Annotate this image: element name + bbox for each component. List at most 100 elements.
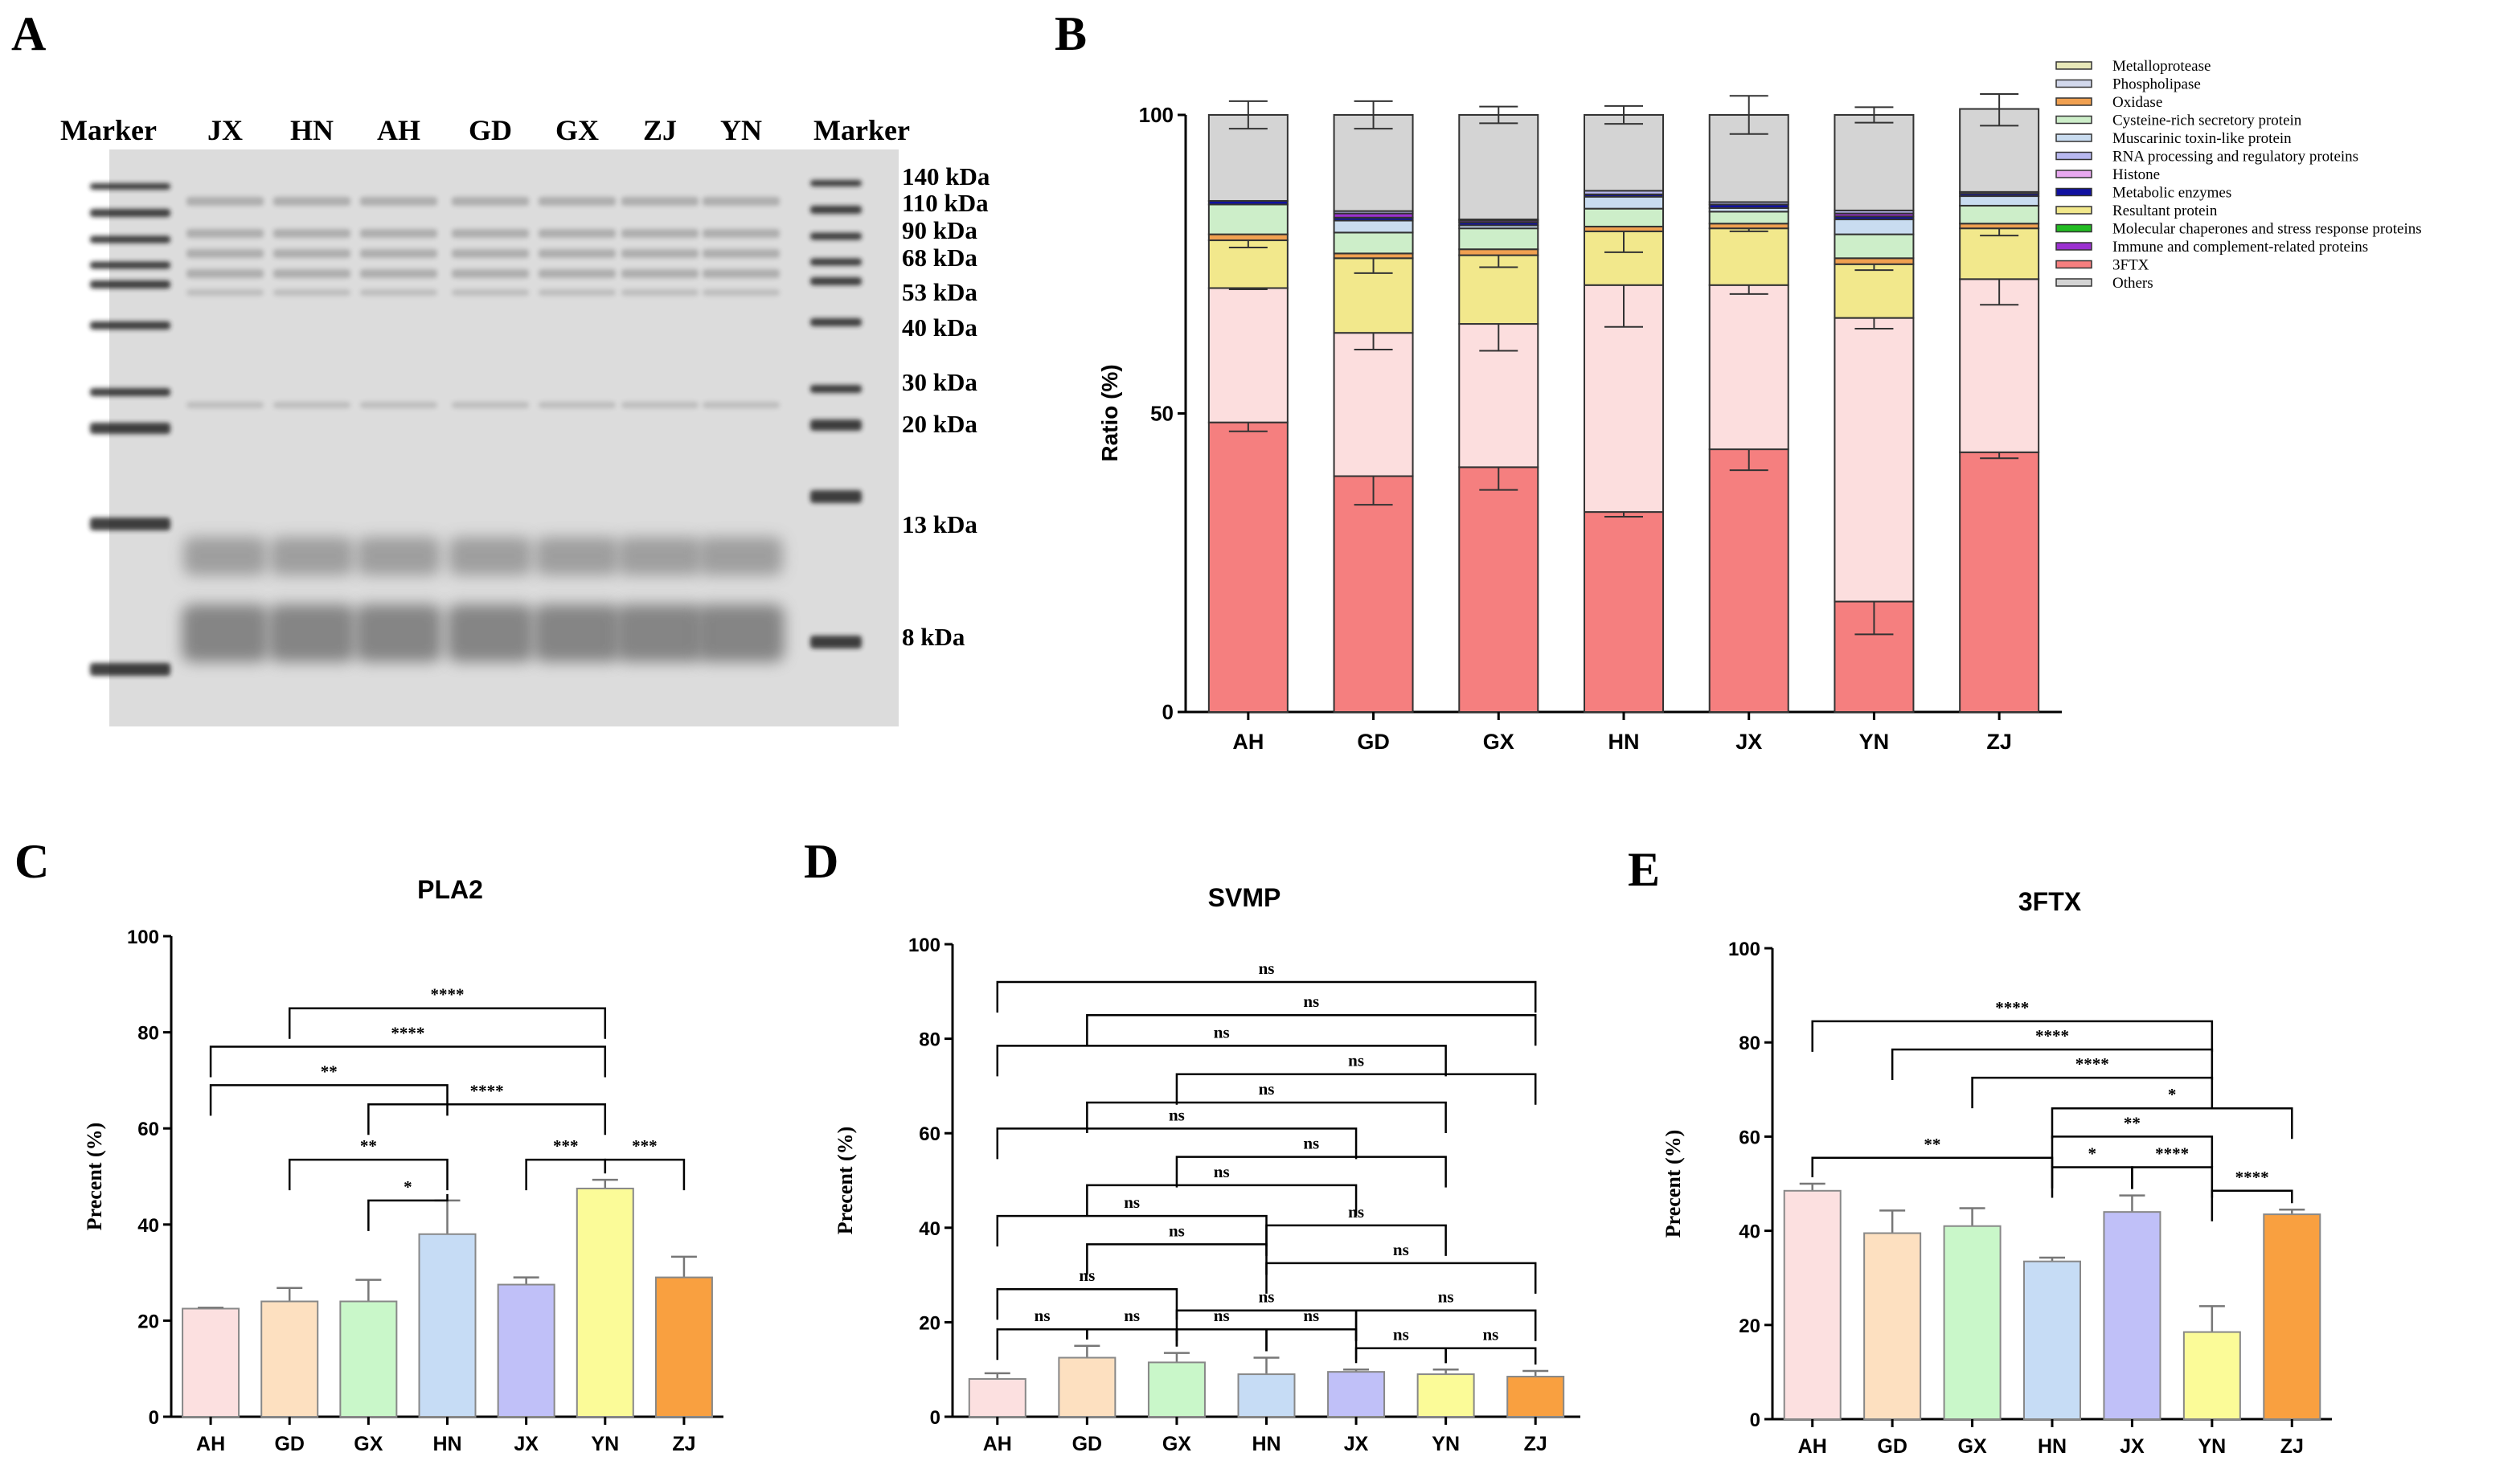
significance-label: ns [1124,1306,1140,1325]
significance-bracket [1175,1073,1537,1105]
stack-segment [1584,114,1664,192]
gel-sample-band [186,197,264,206]
y-axis-label: Precent (%) [834,1127,857,1235]
significance-bracket [996,1214,1268,1247]
stack-segment [1959,195,2040,207]
3ftx-bar-chart: 0 20 40 60 80 100 3FTX Precent (%) AH GD GX HN JX YN Z… [1662,887,2332,1458]
gel-sample-band [182,604,268,662]
significance-label: ** [321,1062,338,1081]
stacked-ratio-chart: 0 50 100 Ratio (%) AH GD GX HN JX YN ZJ [1097,92,2062,754]
gel-sample-band [273,197,350,206]
y-axis-label: Precent (%) [83,1123,106,1231]
legend-swatch [2055,187,2092,197]
significance-bracket [1265,1328,1358,1360]
significance-bracket [1086,1101,1447,1133]
pla2-bar-chart: 0 20 40 60 80 100 PLA2 Precent (%) AH GD GX HN JX YN Z… [83,875,723,1455]
x-tick-label: JX [2120,1435,2145,1458]
svmp-bar-chart: 0 20 40 60 80 100 SVMP Precent (%) AH GD GX HN JX YN Z… [834,883,1580,1455]
legend-swatch [2055,61,2092,70]
stack-segment [1458,114,1539,221]
significance-label: ns [1303,992,1319,1011]
gel-sample-band [699,537,783,575]
significance-bracket [209,1084,449,1116]
stack-segment [1333,219,1414,234]
x-tick-label: JX [1735,730,1762,754]
x-tick-label: JX [1344,1433,1369,1455]
significance-label: **** [2035,1026,2069,1045]
stack-segment [1333,114,1414,212]
legend-entry: Cysteine-rich secretory protein [2112,113,2302,129]
significance-label: ns [1393,1240,1409,1259]
gel-sample-band [360,402,437,408]
gel-marker-band [90,209,170,217]
bar [1506,1376,1565,1418]
x-tick-label: HN [1252,1433,1280,1455]
significance-bracket [996,1127,1358,1160]
gel-marker-label: 40 kDa [902,313,977,342]
y-tick-label: 80 [1739,1033,1760,1054]
x-tick-label: GD [1357,730,1390,754]
legend-entry: Metabolic enzymes [2112,185,2231,202]
gel-marker-labels: 140 kDa 110 kDa 90 kDa 68 kDa 53 kDa 40 … [902,162,990,651]
gel-marker-band [810,232,862,240]
bar [1863,1232,1922,1421]
significance-label: *** [632,1136,658,1156]
bar [1058,1356,1117,1418]
legend-entry: Phospholipase [2112,76,2201,93]
gel-marker-band [90,423,170,434]
y-axis-label: Ratio (%) [1097,364,1122,461]
stack-segment [1584,207,1664,227]
gel-marker-label: 68 kDa [902,243,977,272]
significance-label: **** [2235,1168,2269,1187]
bar [654,1276,713,1418]
y-tick-label: 100 [127,927,159,948]
panel-label-e: E [1628,843,1660,896]
gel-sample-band [186,402,264,408]
significance-bracket [2051,1107,2293,1140]
y-tick-label: 60 [919,1123,940,1145]
gel-lane-label: GX [555,114,599,146]
x-tick-label: GD [1072,1433,1103,1455]
x-tick-label: GD [274,1433,305,1455]
gel-sample-band [357,537,440,575]
significance-bracket [1811,1156,2054,1189]
gel-sample-band [452,402,529,408]
bar [1147,1361,1206,1418]
bar [339,1300,398,1418]
gel-sample-band [186,289,264,296]
x-tick-label: AH [1232,730,1264,754]
gel-marker-band [90,261,170,269]
gel-marker-label: 53 kDa [902,278,977,306]
significance-bracket [996,1045,1447,1077]
y-tick-label: 80 [919,1029,940,1051]
gel-sample-band [186,249,264,258]
bar [260,1300,319,1418]
bar [576,1187,634,1418]
stack-segment [1959,278,2040,453]
bar [1943,1225,2002,1420]
significance-bracket [1354,1309,1537,1341]
gel-sample-band [360,269,437,278]
significance-label: ns [1259,1287,1275,1307]
gel-sample-band [273,229,350,238]
stack-segment [1834,317,1915,603]
x-tick-label: AH [983,1433,1012,1455]
stack-segment [1207,287,1289,423]
y-tick-label: 40 [919,1218,940,1240]
legend-entry: Molecular chaperones and stress response… [2112,221,2422,238]
x-tick-label: YN [1432,1433,1460,1455]
gel-sample-band [703,402,780,408]
legend-entry: Muscarinic toxin-like protein [2112,130,2292,147]
significance-label: ns [1214,1022,1230,1041]
x-tick-label: YN [591,1433,619,1455]
legend-swatch [2055,278,2092,287]
significance-bracket [525,1158,607,1191]
gel-sample-band [539,402,616,408]
stack-segment [1959,451,2040,713]
significance-label: ** [2124,1113,2141,1132]
gel-lane-label: Marker [60,114,157,146]
gel-sample-band [703,197,780,206]
x-tick-label: GD [1877,1435,1907,1458]
significance-label: ns [1348,1051,1364,1070]
